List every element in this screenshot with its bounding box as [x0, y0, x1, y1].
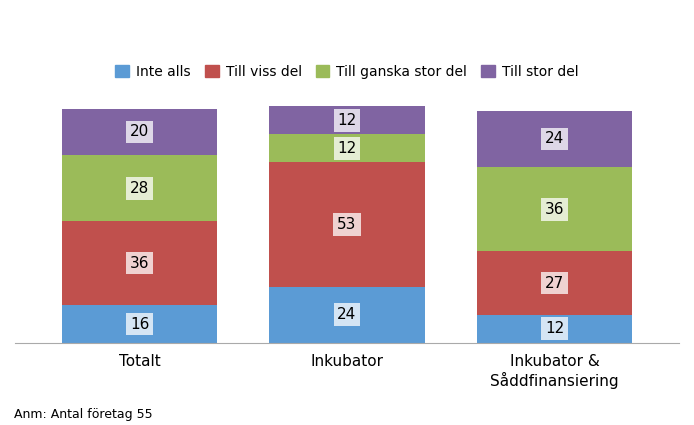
Bar: [62, 305, 217, 343]
Text: 12: 12: [337, 141, 357, 156]
Text: 27: 27: [545, 275, 564, 291]
Text: 16: 16: [130, 317, 149, 332]
Bar: [269, 134, 425, 162]
Bar: [477, 314, 632, 343]
Text: Anm: Antal företag 55: Anm: Antal företag 55: [14, 408, 153, 421]
Bar: [269, 286, 425, 343]
Text: 24: 24: [337, 307, 357, 322]
Bar: [62, 108, 217, 156]
Text: 20: 20: [130, 125, 149, 139]
Text: 36: 36: [545, 202, 564, 217]
Bar: [477, 252, 632, 314]
Legend: Inte alls, Till viss del, Till ganska stor del, Till stor del: Inte alls, Till viss del, Till ganska st…: [110, 60, 584, 85]
Text: 53: 53: [337, 217, 357, 232]
Bar: [62, 221, 217, 305]
Text: 12: 12: [337, 113, 357, 128]
Text: 36: 36: [130, 256, 149, 271]
Bar: [62, 156, 217, 221]
Bar: [269, 106, 425, 134]
Bar: [477, 167, 632, 252]
Text: 12: 12: [545, 321, 564, 336]
Text: 28: 28: [130, 181, 149, 196]
Bar: [269, 162, 425, 286]
Bar: [477, 111, 632, 167]
Text: 24: 24: [545, 131, 564, 147]
